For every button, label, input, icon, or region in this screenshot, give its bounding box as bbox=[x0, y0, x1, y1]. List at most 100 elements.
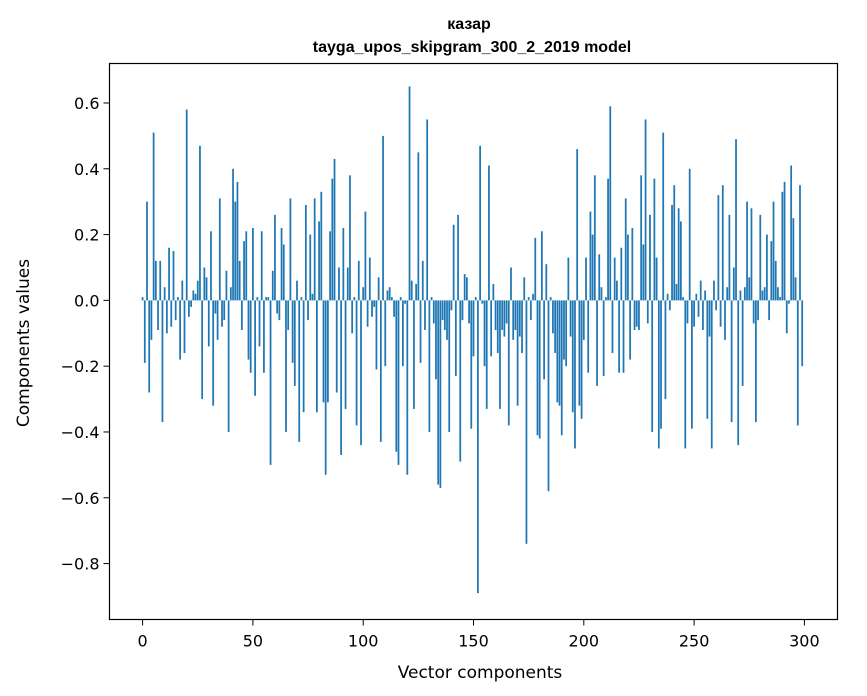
bar bbox=[289, 198, 292, 301]
bar bbox=[143, 300, 146, 363]
bar bbox=[364, 211, 367, 301]
bar bbox=[437, 300, 440, 485]
bar bbox=[170, 300, 173, 327]
bar bbox=[404, 300, 406, 304]
bar bbox=[457, 214, 459, 301]
bar bbox=[644, 119, 647, 301]
bar bbox=[790, 165, 793, 301]
bar bbox=[593, 175, 596, 301]
bar bbox=[556, 300, 559, 403]
bar bbox=[446, 300, 448, 340]
bar bbox=[223, 300, 226, 321]
bar bbox=[210, 231, 212, 301]
bar bbox=[558, 300, 561, 406]
bar bbox=[510, 267, 512, 301]
bar bbox=[527, 297, 530, 301]
bar bbox=[794, 277, 797, 301]
x-tick-label: 100 bbox=[348, 632, 379, 651]
bar bbox=[165, 300, 168, 334]
bar bbox=[443, 300, 446, 330]
bar bbox=[379, 300, 382, 442]
bar bbox=[534, 237, 537, 301]
bar bbox=[435, 300, 437, 380]
bar bbox=[351, 300, 354, 334]
bar bbox=[708, 300, 711, 337]
x-tick-label: 300 bbox=[789, 632, 820, 651]
y-tick-label: −0.6 bbox=[61, 489, 100, 508]
bar bbox=[657, 300, 660, 449]
bar bbox=[783, 181, 786, 301]
bar bbox=[304, 204, 307, 301]
bar bbox=[152, 132, 155, 301]
bar bbox=[238, 260, 241, 301]
y-tick-label: 0.2 bbox=[74, 226, 99, 245]
bar bbox=[494, 300, 497, 330]
bar bbox=[777, 287, 779, 301]
bar bbox=[463, 274, 466, 301]
bar bbox=[329, 231, 331, 301]
bar bbox=[342, 228, 345, 301]
bar bbox=[408, 86, 411, 301]
bar bbox=[384, 300, 387, 367]
bar bbox=[243, 241, 245, 301]
bar bbox=[695, 293, 698, 301]
bar bbox=[177, 297, 179, 301]
bar bbox=[609, 106, 612, 301]
bar bbox=[260, 231, 263, 301]
bar bbox=[746, 201, 748, 301]
bar bbox=[395, 300, 398, 452]
bar bbox=[390, 297, 393, 301]
bar bbox=[757, 300, 759, 321]
bar bbox=[541, 231, 543, 301]
bar bbox=[291, 300, 294, 363]
bar bbox=[741, 300, 744, 386]
bar bbox=[338, 267, 340, 301]
bar bbox=[785, 300, 788, 334]
bar bbox=[393, 300, 395, 317]
bar bbox=[604, 297, 607, 301]
bar bbox=[479, 145, 481, 301]
bar bbox=[710, 300, 713, 449]
bar bbox=[161, 300, 164, 423]
bar bbox=[596, 300, 598, 386]
bar bbox=[781, 191, 784, 301]
bar bbox=[649, 214, 651, 301]
bar bbox=[199, 145, 201, 301]
bar bbox=[362, 287, 365, 301]
bar bbox=[525, 300, 528, 544]
bar-series bbox=[141, 86, 804, 594]
bar bbox=[360, 300, 362, 446]
y-tick-label: −0.2 bbox=[61, 357, 100, 376]
bar bbox=[759, 214, 762, 301]
bar bbox=[774, 260, 777, 301]
bar bbox=[503, 300, 506, 337]
bar bbox=[448, 300, 451, 432]
bar bbox=[245, 231, 248, 301]
bar bbox=[402, 300, 404, 367]
bar bbox=[576, 149, 579, 301]
bar bbox=[660, 300, 662, 429]
bar bbox=[538, 300, 541, 439]
y-tick-label: −0.8 bbox=[61, 555, 100, 574]
bar bbox=[318, 221, 320, 301]
bar bbox=[743, 287, 746, 301]
bar bbox=[726, 287, 729, 301]
bar bbox=[227, 300, 230, 432]
bar bbox=[190, 300, 192, 307]
bar bbox=[662, 132, 665, 301]
bar bbox=[150, 300, 153, 340]
bar bbox=[691, 300, 693, 429]
bar bbox=[518, 300, 521, 337]
bar bbox=[715, 300, 718, 311]
x-tick-label: 200 bbox=[569, 632, 600, 651]
bar bbox=[183, 300, 186, 354]
bar bbox=[450, 300, 453, 311]
bar bbox=[265, 297, 268, 301]
bar bbox=[671, 204, 673, 301]
bar bbox=[240, 300, 243, 330]
bar bbox=[591, 234, 594, 301]
bar bbox=[788, 300, 790, 304]
bar bbox=[554, 300, 556, 354]
bar bbox=[313, 198, 316, 301]
bar bbox=[633, 300, 636, 330]
